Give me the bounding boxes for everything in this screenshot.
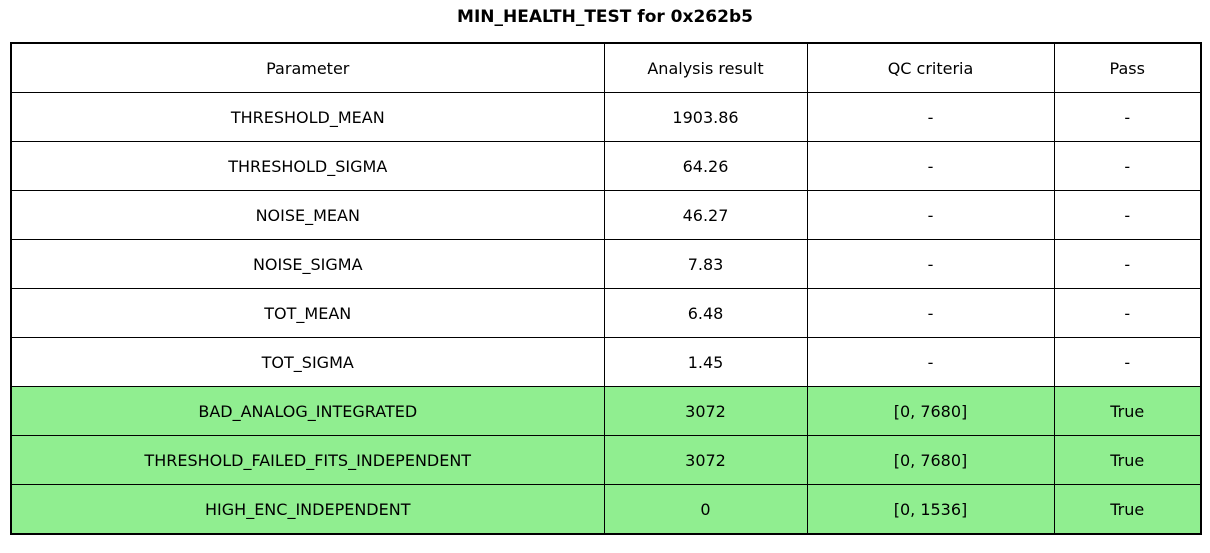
- cell-pass: True: [1053, 435, 1202, 485]
- table-row: TOT_MEAN 6.48 - -: [10, 288, 1202, 338]
- cell-qc-criteria: -: [806, 288, 1055, 338]
- cell-parameter: TOT_SIGMA: [10, 337, 605, 387]
- table-row-pass: BAD_ANALOG_INTEGRATED 3072 [0, 7680] Tru…: [10, 386, 1202, 436]
- cell-analysis-result: 3072: [603, 435, 808, 485]
- cell-qc-criteria: [0, 7680]: [806, 435, 1055, 485]
- cell-parameter: HIGH_ENC_INDEPENDENT: [10, 484, 605, 535]
- cell-qc-criteria: [0, 7680]: [806, 386, 1055, 436]
- cell-pass: -: [1053, 239, 1202, 289]
- table-header-row: Parameter Analysis result QC criteria Pa…: [10, 42, 1202, 93]
- cell-pass: True: [1053, 484, 1202, 535]
- cell-pass: -: [1053, 337, 1202, 387]
- cell-pass: -: [1053, 190, 1202, 240]
- table-row: NOISE_SIGMA 7.83 - -: [10, 239, 1202, 289]
- cell-parameter: THRESHOLD_FAILED_FITS_INDEPENDENT: [10, 435, 605, 485]
- cell-parameter: TOT_MEAN: [10, 288, 605, 338]
- qc-results-table: Parameter Analysis result QC criteria Pa…: [10, 42, 1202, 535]
- header-pass: Pass: [1053, 42, 1202, 93]
- cell-qc-criteria: -: [806, 190, 1055, 240]
- cell-analysis-result: 64.26: [603, 141, 808, 191]
- cell-parameter: THRESHOLD_SIGMA: [10, 141, 605, 191]
- header-qc-criteria: QC criteria: [806, 42, 1055, 93]
- cell-pass: True: [1053, 386, 1202, 436]
- table-row: THRESHOLD_SIGMA 64.26 - -: [10, 141, 1202, 191]
- page-title: MIN_HEALTH_TEST for 0x262b5: [457, 7, 753, 27]
- cell-qc-criteria: -: [806, 92, 1055, 142]
- cell-parameter: NOISE_MEAN: [10, 190, 605, 240]
- cell-analysis-result: 0: [603, 484, 808, 535]
- cell-parameter: THRESHOLD_MEAN: [10, 92, 605, 142]
- cell-parameter: BAD_ANALOG_INTEGRATED: [10, 386, 605, 436]
- cell-qc-criteria: -: [806, 239, 1055, 289]
- cell-analysis-result: 7.83: [603, 239, 808, 289]
- cell-pass: -: [1053, 141, 1202, 191]
- cell-analysis-result: 3072: [603, 386, 808, 436]
- cell-analysis-result: 46.27: [603, 190, 808, 240]
- table-row: NOISE_MEAN 46.27 - -: [10, 190, 1202, 240]
- cell-pass: -: [1053, 288, 1202, 338]
- cell-pass: -: [1053, 92, 1202, 142]
- cell-qc-criteria: -: [806, 141, 1055, 191]
- table-row: THRESHOLD_MEAN 1903.86 - -: [10, 92, 1202, 142]
- table-row-pass: HIGH_ENC_INDEPENDENT 0 [0, 1536] True: [10, 484, 1202, 535]
- cell-analysis-result: 6.48: [603, 288, 808, 338]
- header-parameter: Parameter: [10, 42, 605, 93]
- cell-parameter: NOISE_SIGMA: [10, 239, 605, 289]
- table-row: TOT_SIGMA 1.45 - -: [10, 337, 1202, 387]
- cell-qc-criteria: -: [806, 337, 1055, 387]
- table-row-pass: THRESHOLD_FAILED_FITS_INDEPENDENT 3072 […: [10, 435, 1202, 485]
- cell-analysis-result: 1903.86: [603, 92, 808, 142]
- cell-analysis-result: 1.45: [603, 337, 808, 387]
- cell-qc-criteria: [0, 1536]: [806, 484, 1055, 535]
- header-analysis-result: Analysis result: [603, 42, 808, 93]
